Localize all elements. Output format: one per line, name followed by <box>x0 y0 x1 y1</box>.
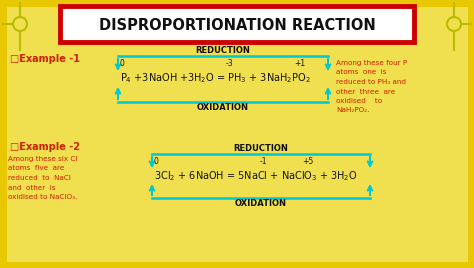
Text: Among these six Cl: Among these six Cl <box>8 156 77 162</box>
Text: other  three  are: other three are <box>336 88 395 95</box>
Text: □Example -1: □Example -1 <box>10 54 80 64</box>
Text: DISPROPORTIONATION REACTION: DISPROPORTIONATION REACTION <box>99 18 375 34</box>
Text: +5: +5 <box>302 157 313 166</box>
Text: atoms  one  is: atoms one is <box>336 69 386 76</box>
Text: reduced to PH₃ and: reduced to PH₃ and <box>336 79 406 85</box>
Text: 0: 0 <box>120 59 125 68</box>
Text: 0: 0 <box>154 157 159 166</box>
Text: -3: -3 <box>226 59 234 68</box>
Text: Among these four P: Among these four P <box>336 60 407 66</box>
FancyBboxPatch shape <box>60 6 414 42</box>
Text: NaH₂PO₂.: NaH₂PO₂. <box>336 107 369 114</box>
Text: □Example -2: □Example -2 <box>10 142 80 152</box>
Text: OXIDATION: OXIDATION <box>197 103 249 112</box>
Text: OXIDATION: OXIDATION <box>235 199 287 208</box>
Text: reduced  to  NaCl: reduced to NaCl <box>8 175 71 181</box>
Text: atoms  five  are: atoms five are <box>8 166 64 172</box>
Text: +1: +1 <box>294 59 305 68</box>
Text: 3Cl$_2$ + 6NaOH = 5NaCl + NaClO$_3$ + 3H$_2$O: 3Cl$_2$ + 6NaOH = 5NaCl + NaClO$_3$ + 3H… <box>154 169 358 183</box>
Text: oxidised to NaClO₃.: oxidised to NaClO₃. <box>8 194 77 200</box>
Text: and  other  is: and other is <box>8 184 55 191</box>
Text: REDUCTION: REDUCTION <box>196 46 250 55</box>
Text: REDUCTION: REDUCTION <box>234 144 289 153</box>
Text: oxidised    to: oxidised to <box>336 98 382 104</box>
Text: P$_4$ +3NaOH +3H$_2$O = PH$_3$ + 3NaH$_2$PO$_2$: P$_4$ +3NaOH +3H$_2$O = PH$_3$ + 3NaH$_2… <box>120 71 310 85</box>
Text: -1: -1 <box>260 157 267 166</box>
